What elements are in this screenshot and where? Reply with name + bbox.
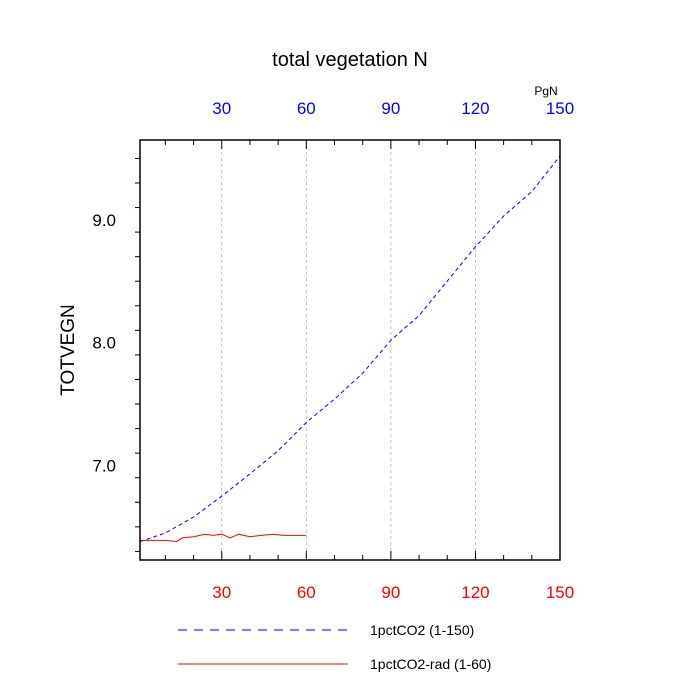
- y-tick-label: 9.0: [92, 211, 116, 230]
- grid-lines: [221, 140, 476, 560]
- x-tick-label-bottom: 60: [297, 583, 316, 602]
- x-tick-label-bottom: 30: [212, 583, 231, 602]
- axes: 30 30 60 60 90 90 120 120 150 150 7.0 8.0 9.0: [92, 99, 574, 602]
- chart-title: total vegetation N: [272, 49, 428, 71]
- legend: 1pctCO2 (1-150) 1pctCO2-rad (1-60): [178, 622, 491, 672]
- units-label: PgN: [534, 84, 557, 98]
- x-tick-label-bottom: 120: [461, 583, 489, 602]
- x-tick-label-bottom: 150: [546, 583, 574, 602]
- series-line-1: [139, 155, 561, 543]
- series-layer: [139, 155, 561, 543]
- series-line-2: [140, 533, 307, 543]
- plot-frame: [139, 139, 561, 561]
- x-tick-label-top: 150: [546, 99, 574, 118]
- legend-label-2: 1pctCO2-rad (1-60): [370, 656, 491, 672]
- legend-label-1: 1pctCO2 (1-150): [370, 622, 474, 638]
- x-tick-label-bottom: 90: [381, 583, 400, 602]
- x-tick-label-top: 90: [381, 99, 400, 118]
- y-tick-label: 8.0: [92, 334, 116, 353]
- x-tick-label-top: 120: [461, 99, 489, 118]
- y-axis-label: TOTVEGN: [58, 304, 79, 396]
- y-tick-label: 7.0: [92, 456, 116, 475]
- x-tick-label-top: 30: [212, 99, 231, 118]
- x-tick-label-top: 60: [297, 99, 316, 118]
